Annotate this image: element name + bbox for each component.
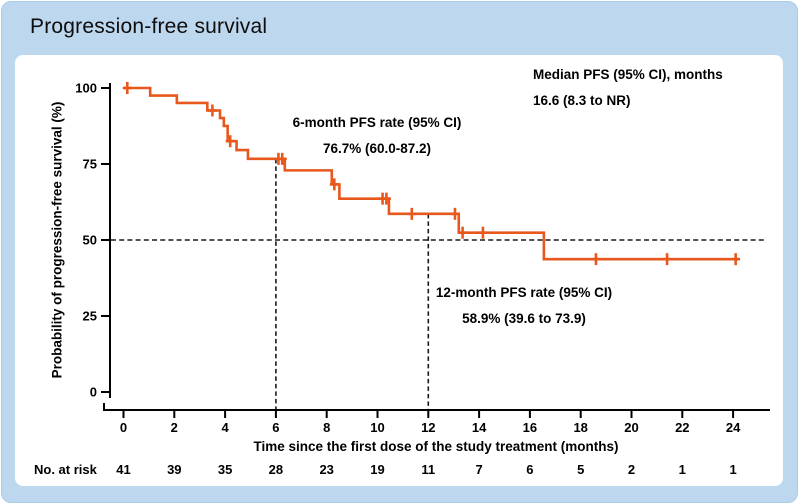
at-risk-count-month-2: 39 [167, 462, 182, 477]
at-risk-count-month-10: 19 [370, 462, 385, 477]
at-risk-count-month-0: 41 [116, 462, 131, 477]
y-tick-label-25: 25 [82, 308, 97, 324]
at-risk-count-month-20: 2 [627, 462, 636, 477]
x-tick-label-22: 22 [675, 420, 690, 435]
at-risk-count-month-6: 28 [268, 462, 284, 477]
x-tick-label-20: 20 [624, 420, 639, 435]
at-risk-count-month-14: 7 [475, 462, 483, 477]
at-risk-count-month-22: 1 [678, 462, 686, 477]
x-tick-label-18: 18 [573, 420, 588, 435]
x-axis-title: Time since the first dose of the study t… [253, 439, 619, 454]
at-risk-count-month-4: 35 [217, 462, 233, 477]
six-month-rate-line1: 6-month PFS rate (95% CI) [292, 115, 462, 130]
page-title: Progression-free survival [30, 15, 268, 38]
x-tick-label-8: 8 [323, 420, 331, 435]
at-risk-label: No. at risk [34, 462, 97, 477]
at-risk-count-month-8: 23 [319, 462, 334, 477]
at-risk-count-month-16: 6 [526, 462, 534, 477]
six-month-rate-annotation: 6-month PFS rate (95% CI) 76.7% (60.0-87… [293, 110, 462, 162]
at-risk-count-month-24: 1 [729, 462, 737, 477]
x-tick-label-14: 14 [471, 420, 487, 435]
x-tick-label-6: 6 [272, 420, 280, 435]
x-tick-label-4: 4 [221, 420, 229, 435]
y-tick-label-75: 75 [82, 156, 97, 172]
at-risk-count-month-12: 11 [421, 462, 436, 477]
y-axis-title: Probability of progression-free survival… [49, 101, 65, 379]
x-tick-label-10: 10 [370, 420, 385, 435]
at-risk-count-month-18: 5 [577, 462, 585, 477]
x-tick-label-12: 12 [421, 420, 436, 435]
km-curve [123, 86, 739, 261]
plot-panel [15, 55, 783, 486]
y-tick-label-50: 50 [82, 232, 97, 248]
twelve-month-rate-annotation: 12-month PFS rate (95% CI) 58.9% (39.6 t… [436, 280, 612, 332]
median-pfs-annotation-line1: Median PFS (95% CI), months [533, 67, 723, 82]
six-month-rate-line2: 76.7% (60.0-87.2) [322, 141, 432, 156]
x-tick-label-2: 2 [170, 420, 178, 435]
x-tick-label-16: 16 [522, 420, 538, 435]
twelve-month-rate-line1: 12-month PFS rate (95% CI) [435, 285, 613, 300]
x-tick-label-0: 0 [119, 420, 128, 435]
x-tick-label-24: 24 [725, 420, 741, 435]
twelve-month-rate-line2: 58.9% (39.6 to 73.9) [462, 311, 586, 326]
median-pfs-annotation-line2: 16.6 (8.3 to NR) [533, 93, 631, 108]
y-tick-label-0: 0 [89, 384, 97, 400]
median-pfs-annotation: Median PFS (95% CI), months 16.6 (8.3 to… [533, 62, 723, 114]
y-tick-label-100: 100 [75, 80, 97, 96]
